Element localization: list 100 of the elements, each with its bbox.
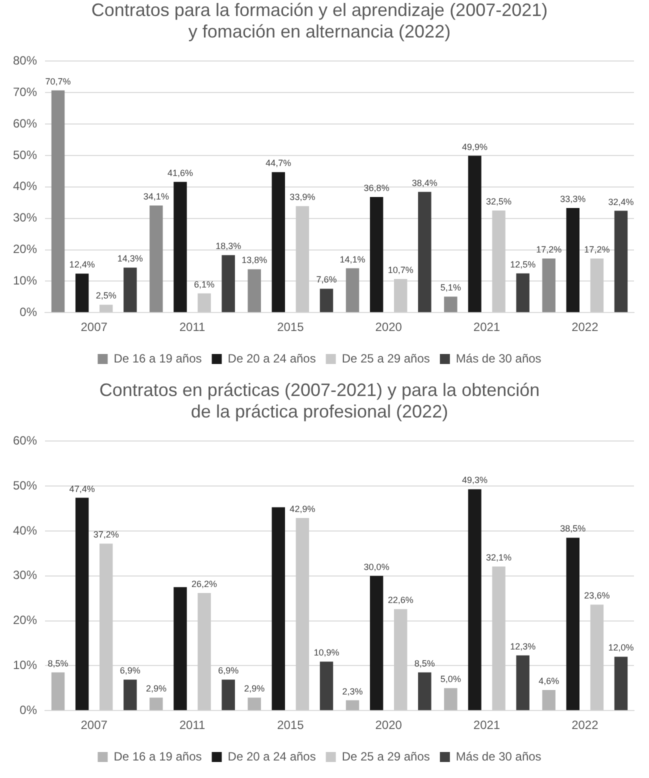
data-label: 47,4% [69, 484, 95, 494]
bar [150, 698, 163, 710]
data-label: 12,0% [608, 642, 634, 653]
bar [75, 274, 89, 312]
data-label: 42,9% [290, 504, 316, 514]
bar [198, 293, 211, 312]
data-label: 4,6% [538, 676, 560, 686]
data-label: 36,8% [364, 182, 390, 193]
data-label: 30,0% [364, 562, 390, 572]
bar [418, 192, 432, 312]
bar [174, 587, 187, 710]
chart-title: Contratos en prácticas (2007-2021) y para la obtención de la práctica profesional (2022) [99, 380, 540, 422]
bar [542, 690, 556, 710]
bar [516, 655, 530, 710]
bar [418, 672, 432, 710]
data-label: 12,3% [510, 641, 536, 652]
y-tick-label: 10% [12, 658, 38, 672]
bar [100, 544, 113, 710]
bar [248, 269, 261, 312]
y-tick-label: 10% [12, 273, 38, 288]
bar [320, 288, 334, 312]
bar [248, 698, 261, 710]
data-label: 6,1% [194, 279, 215, 290]
bar [468, 156, 482, 312]
bar [150, 205, 163, 312]
bar [198, 592, 211, 710]
legend-label: Más de 30 años [456, 351, 542, 366]
data-label: 70,7% [45, 76, 71, 86]
data-label: 2,9% [146, 684, 166, 694]
x-tick-label: 2022 [572, 718, 599, 732]
legend-label: Más de 30 años [456, 749, 542, 764]
bar [174, 182, 187, 312]
data-label: 17,2% [584, 244, 610, 255]
data-label: 5,0% [440, 674, 461, 684]
bar [296, 518, 310, 710]
legend-label: De 16 a 19 años [114, 749, 202, 764]
data-label: 32,4% [608, 196, 634, 207]
y-tick-label: 20% [12, 242, 38, 256]
data-label: 33,9% [290, 192, 316, 202]
data-label: 8,5% [414, 658, 435, 668]
legend-label: De 20 a 24 años [228, 749, 316, 764]
data-label: 41,6% [167, 168, 194, 178]
bar [370, 576, 384, 710]
data-label: 13,8% [242, 255, 268, 266]
bar [614, 210, 628, 312]
y-tick-label: 30% [12, 568, 38, 582]
x-tick-label: 2021 [473, 320, 500, 334]
data-label: 5,1% [440, 282, 461, 293]
legend-label: De 16 a 19 años [114, 351, 202, 366]
data-label: 49,9% [462, 142, 488, 152]
y-tick-label: 60% [12, 116, 38, 130]
data-label: 14,1% [340, 254, 366, 264]
data-label: 12,5% [510, 259, 536, 270]
data-label: 17,2% [536, 244, 562, 255]
bar [320, 662, 334, 710]
bar [272, 507, 286, 710]
data-label: 37,2% [93, 530, 119, 540]
y-tick-label: 0% [20, 304, 38, 319]
bar [272, 172, 286, 312]
data-label: 32,5% [486, 196, 512, 206]
y-tick-label: 40% [12, 179, 38, 194]
bar [590, 258, 604, 312]
bar [444, 296, 458, 312]
data-label: 22,6% [388, 595, 414, 606]
bar [492, 210, 506, 312]
data-label: 10,7% [388, 264, 414, 275]
bar [222, 255, 235, 312]
data-label: 38,4% [412, 178, 438, 188]
y-tick-label: 60% [12, 434, 38, 448]
bar [296, 206, 310, 312]
data-label: 6,9% [120, 666, 140, 676]
bar [124, 268, 137, 312]
x-tick-label: 2015 [277, 320, 304, 334]
y-tick-label: 50% [12, 478, 38, 492]
y-tick-label: 20% [12, 613, 38, 628]
x-tick-label: 2011 [179, 718, 206, 732]
bar [124, 680, 137, 710]
chart-title: Contratos para la formación y el aprendizaje (2007-2021) y fomación en alternancia (2022) [91, 0, 548, 42]
data-label: 44,7% [266, 158, 292, 168]
y-tick-label: 80% [12, 54, 38, 68]
legend-label: De 25 a 29 años [342, 351, 430, 366]
bar [516, 273, 530, 312]
bar [566, 208, 580, 312]
x-tick-label: 2020 [375, 718, 402, 732]
bar [100, 304, 113, 312]
data-label: 32,1% [486, 552, 512, 562]
bar [590, 604, 604, 710]
data-label: 2,9% [244, 684, 265, 694]
bar [542, 258, 556, 312]
bar [394, 278, 408, 312]
bar [346, 700, 360, 710]
data-label: 26,2% [192, 578, 218, 589]
x-tick-label: 2020 [375, 320, 402, 334]
bar [370, 196, 384, 312]
data-label: 34,1% [143, 191, 169, 202]
data-label: 7,6% [316, 274, 337, 285]
x-tick-label: 2022 [572, 320, 599, 334]
bar [75, 498, 89, 710]
bar [222, 680, 235, 710]
legend-label: De 20 a 24 años [228, 351, 316, 366]
